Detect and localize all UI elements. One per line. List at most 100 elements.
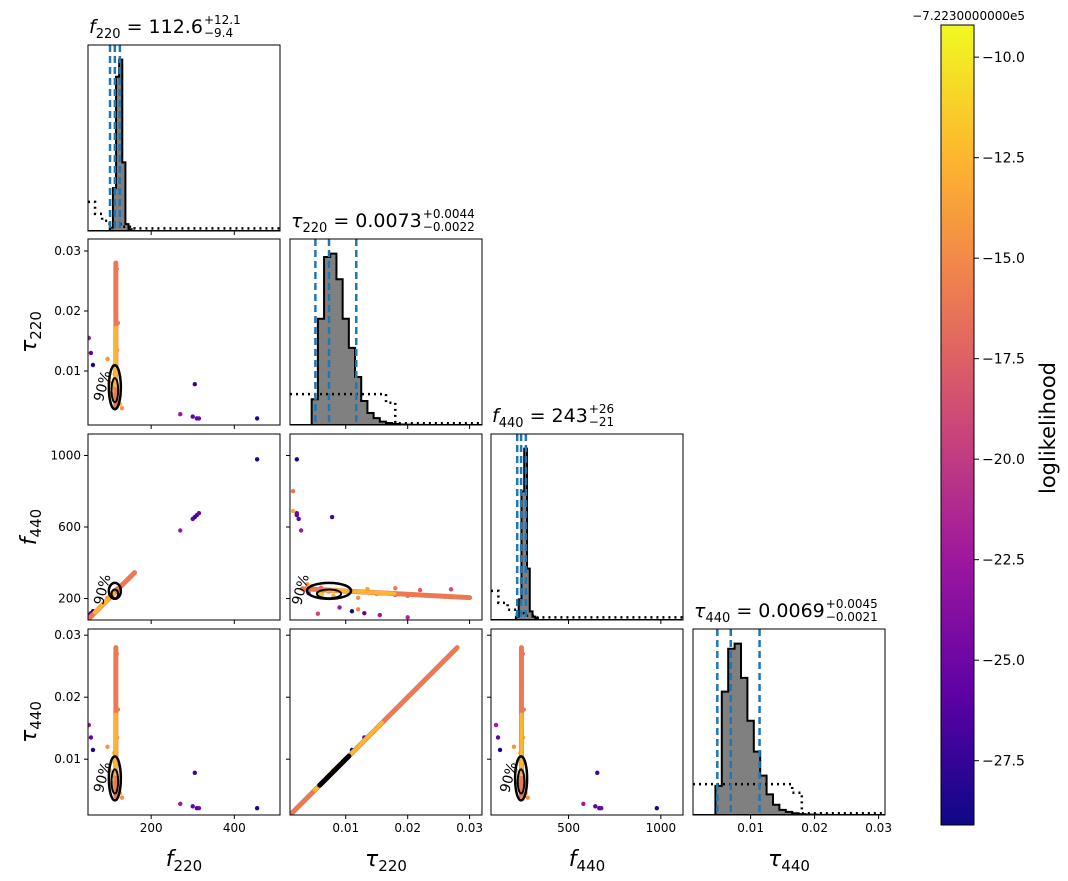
- histogram: [693, 629, 885, 815]
- x-tick-label: 500: [557, 821, 580, 835]
- scatter-point: [192, 382, 198, 387]
- scatter-point: [88, 735, 94, 740]
- y-tick-label: 200: [58, 592, 81, 606]
- scatter-point: [355, 607, 361, 612]
- x-tick-label: 400: [223, 821, 246, 835]
- scatter-point: [581, 801, 586, 807]
- scatter-point: [88, 722, 92, 728]
- panel-frame: [490, 628, 684, 816]
- scatter-point: [654, 805, 660, 811]
- colorbar-tick-label: −22.5: [982, 553, 1025, 569]
- title-upper-error: +26: [589, 402, 614, 416]
- colorbar: −10.0 −12.5 −15.0 −17.5 −20.0 −22.5 −25.0 −27.5…: [912, 9, 1060, 826]
- panel-frame: [289, 238, 483, 426]
- colorbar-tick-label: −10.0: [982, 50, 1025, 66]
- scatter-panel: [290, 645, 460, 815]
- scatter-point: [254, 416, 260, 421]
- scatter-point: [294, 511, 300, 516]
- panel-frame: [87, 44, 281, 232]
- scatter-point: [254, 457, 260, 462]
- panel-title: τ220 = 0.0073: [291, 210, 422, 236]
- panel-frame: [289, 628, 483, 816]
- contour-label: 90%: [91, 760, 115, 794]
- title-lower-error: −0.0021: [826, 610, 878, 624]
- scatter-point: [90, 362, 96, 368]
- scatter-point: [254, 805, 260, 811]
- x-tick-label: 0.02: [801, 821, 828, 835]
- contour-label: 90%: [91, 573, 115, 607]
- colorbar-tick-label: −17.5: [982, 352, 1025, 368]
- scatter-point: [497, 747, 503, 753]
- x-axis-label: τ220: [365, 847, 407, 875]
- contour: [516, 768, 526, 795]
- title-lower-error: −0.0022: [423, 220, 475, 234]
- y-tick-label: 0.02: [54, 690, 81, 704]
- scatter-point: [88, 335, 92, 341]
- scatter-point: [315, 611, 321, 616]
- scatter-point: [349, 609, 355, 614]
- scatter-point: [178, 412, 183, 417]
- scatter-point: [178, 801, 183, 807]
- scatter-point: [296, 516, 301, 522]
- x-tick-label: 0.01: [332, 821, 359, 835]
- title-upper-error: +0.0044: [423, 207, 475, 221]
- scatter-point: [192, 770, 198, 776]
- contour-label: 90%: [497, 760, 521, 794]
- contour: [513, 755, 529, 802]
- scatter-point: [119, 406, 125, 411]
- colorbar-tick-label: −20.0: [982, 452, 1025, 468]
- contour: [317, 753, 352, 788]
- title-upper-error: +12.1: [204, 13, 241, 27]
- scatter-point: [393, 585, 398, 591]
- scatter-point: [595, 770, 600, 776]
- scatter-point: [196, 511, 202, 516]
- y-tick-label: 0.01: [54, 752, 81, 766]
- histogram: [88, 45, 280, 231]
- scatter-panel: 90%: [88, 645, 260, 811]
- histogram: [290, 239, 482, 425]
- contour: [110, 588, 120, 600]
- scatter-point: [105, 744, 110, 749]
- x-tick-label: 0.01: [737, 821, 764, 835]
- prior-line: [693, 782, 885, 815]
- scatter-point: [417, 587, 423, 593]
- panel-title: f440 = 243: [492, 405, 588, 431]
- scatter-point: [405, 615, 410, 620]
- x-tick-label: 0.03: [456, 821, 483, 835]
- histogram-bars: [290, 252, 482, 425]
- x-axis-label: τ440: [768, 847, 810, 875]
- title-upper-error: +0.0045: [826, 597, 878, 611]
- colorbar-tick-label: −27.5: [982, 754, 1025, 770]
- scatter-point: [355, 595, 361, 600]
- scatter-point: [593, 804, 598, 809]
- contour: [315, 588, 343, 600]
- scatter-panel: 90%: [290, 457, 473, 620]
- y-axis-label: τ440: [17, 701, 45, 743]
- panel-frame: [87, 238, 281, 426]
- scatter-panel: 90%: [88, 260, 260, 421]
- scatter-point: [298, 528, 304, 533]
- colorbar-offset: −7.2230000000e5: [912, 9, 1025, 23]
- colorbar-tick-label: −25.0: [982, 653, 1025, 669]
- x-tick-label: 0.02: [394, 821, 421, 835]
- prior-line: [290, 392, 482, 425]
- scatter-point: [196, 805, 202, 811]
- histogram-bars: [491, 447, 683, 620]
- x-axis-label: f220: [166, 847, 202, 875]
- y-tick-label: 0.03: [54, 628, 81, 642]
- scatter-point: [105, 356, 110, 362]
- histogram: [491, 434, 683, 620]
- scatter-point: [90, 747, 96, 753]
- scatter-point: [290, 489, 296, 494]
- y-axis-label: f440: [17, 509, 45, 545]
- panel-title: f220 = 112.6: [89, 16, 203, 42]
- scatter-point: [190, 414, 195, 419]
- x-tick-label: 200: [140, 821, 163, 835]
- y-tick-label: 600: [58, 520, 81, 534]
- panel-frame: [692, 628, 886, 816]
- scatter-point: [190, 804, 195, 809]
- y-axis-label: τ220: [17, 311, 45, 353]
- scatter-point: [362, 610, 367, 616]
- scatter-point: [337, 605, 342, 610]
- x-tick-label: 1000: [646, 821, 677, 835]
